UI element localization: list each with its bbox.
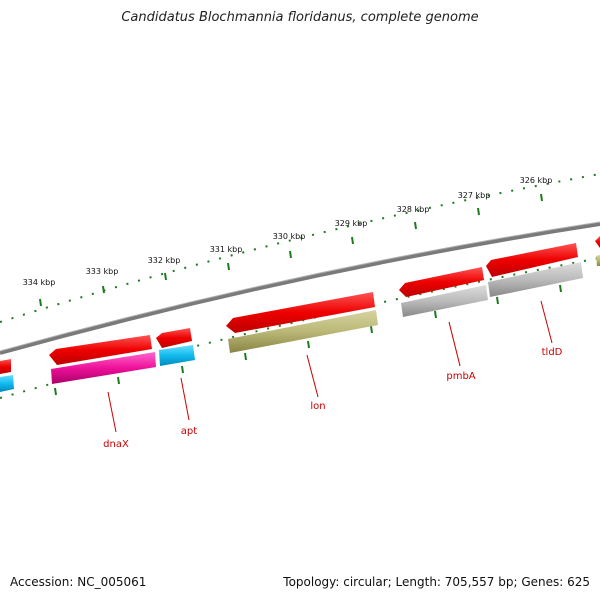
cog-box-right-edge — [596, 255, 600, 266]
scale-label-330: 330 kbp — [273, 232, 306, 241]
gene-arrow-lon — [226, 292, 375, 333]
scale-label-333: 333 kbp — [86, 267, 119, 276]
label-lines — [107, 300, 553, 433]
outer-tick-track — [0, 173, 600, 323]
scale-labels: 326 kbp 327 kbp 328 kbp 329 kbp 330 kbp … — [23, 176, 553, 287]
gene-arrow-pmbA — [399, 267, 484, 297]
gene-label-dnaX: dnaX — [103, 439, 129, 450]
scale-label-326: 326 kbp — [520, 176, 553, 185]
gene-arrow-left-edge — [0, 359, 11, 374]
gene-label-lon: lon — [310, 401, 325, 412]
scale-label-329: 329 kbp — [335, 219, 368, 228]
cog-box-left-edge — [0, 375, 14, 392]
scale-label-327: 327 kbp — [458, 191, 491, 200]
gene-labels: dnaX apt lon pmbA tldD — [103, 347, 563, 450]
gene-arrow-dnaX — [49, 335, 152, 365]
cog-box-lon — [228, 310, 378, 353]
gene-label-tldD: tldD — [542, 347, 563, 358]
scale-label-332: 332 kbp — [148, 256, 181, 265]
cog-box-apt — [159, 345, 195, 366]
gene-arrow-right-edge — [595, 236, 600, 248]
cog-box-dnaX — [51, 352, 156, 384]
scale-label-334: 334 kbp — [23, 278, 56, 287]
inner-major-ticks — [54, 284, 562, 396]
map-title: Candidatus Blochmannia floridanus, compl… — [121, 10, 479, 25]
gene-arrows — [0, 236, 600, 374]
gene-arrow-apt — [156, 328, 192, 348]
cog-box-tldD — [488, 262, 583, 297]
accession-label: Accession: NC_005061 — [10, 575, 147, 589]
scale-label-331: 331 kbp — [210, 245, 243, 254]
gene-label-apt: apt — [181, 426, 197, 437]
genome-stats: Topology: circular; Length: 705,557 bp; … — [283, 575, 590, 589]
gene-arrow-tldD — [486, 243, 578, 277]
gene-label-pmbA: pmbA — [446, 371, 475, 382]
scale-label-328: 328 kbp — [397, 205, 430, 214]
genome-backbone — [0, 222, 600, 355]
outer-major-ticks — [39, 193, 543, 307]
cog-boxes — [0, 255, 600, 392]
cog-box-pmbA — [401, 285, 488, 317]
